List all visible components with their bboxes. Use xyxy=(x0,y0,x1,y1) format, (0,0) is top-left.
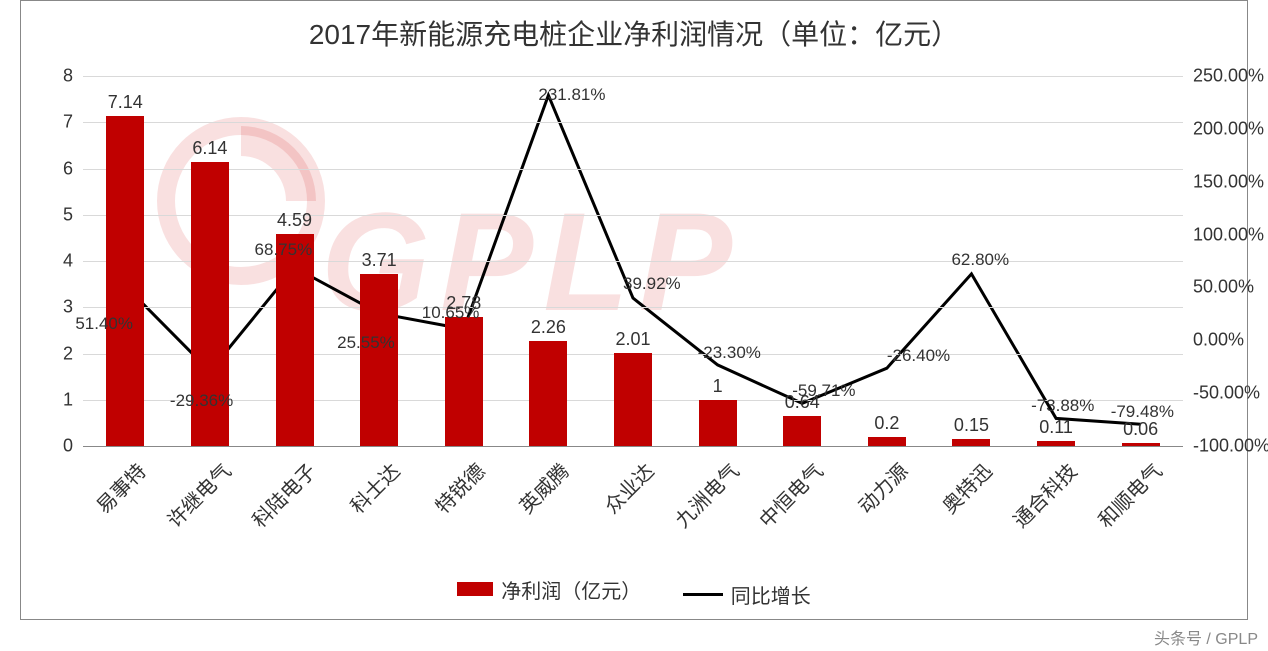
gridline xyxy=(83,122,1183,123)
line-value-label: 68.75% xyxy=(255,240,313,260)
y-left-tick-label: 0 xyxy=(33,436,73,457)
line-value-label: -59.71% xyxy=(792,381,855,401)
bar xyxy=(360,274,398,446)
bar xyxy=(614,353,652,446)
y-left-tick-label: 5 xyxy=(33,204,73,225)
line-value-label: -29.36% xyxy=(170,391,233,411)
y-right-tick-label: 0.00% xyxy=(1193,330,1268,351)
y-left-tick-label: 6 xyxy=(33,158,73,179)
bar-value-label: 2.01 xyxy=(615,329,650,350)
bar-value-label: 0.06 xyxy=(1123,419,1158,440)
chart-legend: 净利润（亿元） 同比增长 xyxy=(21,575,1247,610)
line-value-label: 25.55% xyxy=(337,333,395,353)
y-left-tick-label: 1 xyxy=(33,389,73,410)
bar xyxy=(783,416,821,446)
line-value-label: 231.81% xyxy=(538,85,605,105)
bar xyxy=(106,116,144,446)
bar-value-label: 0.11 xyxy=(1039,417,1073,438)
bar xyxy=(952,439,990,446)
bar-value-label: 2.26 xyxy=(531,317,566,338)
gridline xyxy=(83,169,1183,170)
gridline xyxy=(83,261,1183,262)
legend-bar-label: 净利润（亿元） xyxy=(501,575,641,604)
chart-title: 2017年新能源充电桩企业净利润情况（单位：亿元） xyxy=(21,13,1247,53)
y-right-tick-label: -100.00% xyxy=(1193,436,1268,457)
plot-area: 012345678-100.00%-50.00%0.00%50.00%100.0… xyxy=(83,76,1183,446)
y-right-tick-label: 200.00% xyxy=(1193,118,1268,139)
x-axis-category-label: 动力源 xyxy=(850,456,913,519)
x-axis-category-label: 科士达 xyxy=(343,456,406,519)
line-value-label: 51.40% xyxy=(75,314,133,334)
y-left-tick-label: 4 xyxy=(33,251,73,272)
line-value-label: -26.40% xyxy=(887,346,950,366)
gridline xyxy=(83,215,1183,216)
y-left-tick-label: 3 xyxy=(33,297,73,318)
bar-value-label: 0.2 xyxy=(874,413,899,434)
bar-value-label: 0.15 xyxy=(954,415,989,436)
x-axis-category-label: 科陆电子 xyxy=(244,456,321,533)
bar xyxy=(529,341,567,446)
x-axis-category-label: 特锐德 xyxy=(427,456,490,519)
y-left-tick-label: 7 xyxy=(33,112,73,133)
y-right-tick-label: 250.00% xyxy=(1193,66,1268,87)
bar xyxy=(699,400,737,446)
line-value-label: 39.92% xyxy=(623,274,681,294)
x-axis-category-label: 易事特 xyxy=(89,456,152,519)
x-axis-category-label: 奥特迅 xyxy=(935,456,998,519)
line-value-label: -79.48% xyxy=(1111,402,1174,422)
y-left-tick-label: 2 xyxy=(33,343,73,364)
x-axis-category-label: 九洲电气 xyxy=(667,456,744,533)
bar-value-label: 7.14 xyxy=(108,92,143,113)
x-axis-category-label: 中恒电气 xyxy=(752,456,829,533)
y-right-tick-label: -50.00% xyxy=(1193,383,1268,404)
line-value-label: 10.65% xyxy=(422,303,480,323)
footer-source: 头条号 / GPLP xyxy=(1154,625,1258,649)
bar xyxy=(445,317,483,446)
chart-container: 2017年新能源充电桩企业净利润情况（单位：亿元） GPLP 012345678… xyxy=(20,0,1248,620)
bar xyxy=(1122,443,1160,446)
x-axis-category-label: 众业达 xyxy=(597,456,660,519)
legend-line-label: 同比增长 xyxy=(731,580,811,609)
bar-value-label: 1 xyxy=(713,376,723,397)
legend-item-bar: 净利润（亿元） xyxy=(457,575,641,604)
y-right-tick-label: 150.00% xyxy=(1193,171,1268,192)
line-value-label: 62.80% xyxy=(951,250,1009,270)
legend-item-line: 同比增长 xyxy=(683,580,811,609)
bar-value-label: 6.14 xyxy=(192,138,227,159)
x-axis-category-label: 许继电气 xyxy=(159,456,236,533)
bar xyxy=(1037,441,1075,446)
line-value-label: -73.88% xyxy=(1031,396,1094,416)
bar xyxy=(868,437,906,446)
gridline xyxy=(83,307,1183,308)
gridline xyxy=(83,446,1183,447)
gridline xyxy=(83,76,1183,77)
bar-value-label: 3.71 xyxy=(362,250,397,271)
x-axis-category-label: 英威腾 xyxy=(512,456,575,519)
y-right-tick-label: 50.00% xyxy=(1193,277,1268,298)
y-left-tick-label: 8 xyxy=(33,66,73,87)
bar xyxy=(276,234,314,446)
y-right-tick-label: 100.00% xyxy=(1193,224,1268,245)
legend-bar-swatch xyxy=(457,582,493,596)
bar-value-label: 4.59 xyxy=(277,210,312,231)
line-value-label: -23.30% xyxy=(698,343,761,363)
legend-line-swatch xyxy=(683,593,723,596)
x-axis-category-label: 和顺电气 xyxy=(1090,456,1167,533)
x-axis-category-label: 通合科技 xyxy=(1005,456,1082,533)
